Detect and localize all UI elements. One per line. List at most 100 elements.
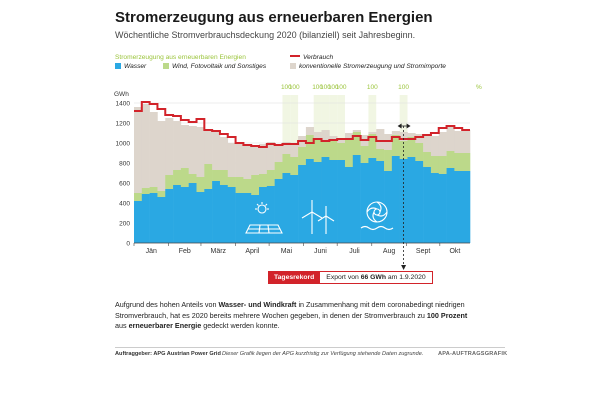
y-axis-unit-label: GWh (114, 91, 129, 98)
wind-bar (134, 193, 143, 201)
water-bar (259, 187, 268, 243)
water-bar (399, 159, 408, 243)
water-bar (141, 194, 150, 243)
water-bar (360, 163, 369, 243)
record-label: Tagesrekord (268, 271, 321, 284)
water-bar (384, 171, 393, 243)
water-bar (415, 161, 424, 243)
wind-bar (298, 147, 307, 165)
x-month-label: Feb (179, 248, 191, 255)
wind-bar (305, 135, 315, 159)
wind-bar (368, 134, 377, 158)
wind-bar (196, 177, 205, 192)
wind-bar (227, 177, 236, 187)
water-bar (462, 171, 471, 243)
water-bar (266, 186, 275, 243)
water-bar (298, 165, 307, 243)
y-tick-label: 1200 (116, 120, 131, 127)
conventional-bar (282, 142, 291, 154)
water-bar (180, 187, 189, 243)
wind-bar (462, 153, 471, 171)
water-swatch-icon (115, 62, 121, 69)
x-month-label: Jän (146, 248, 157, 255)
percent-axis-label: % (476, 84, 482, 91)
x-month-label: Mai (281, 248, 293, 255)
water-bar (368, 158, 377, 243)
water-bar (391, 156, 400, 243)
conventional-bar (329, 136, 338, 141)
water-bar (157, 197, 166, 243)
conventional-bar (149, 112, 158, 187)
conventional-bar (235, 144, 244, 177)
stacked-bars (134, 104, 471, 243)
wind-bar (391, 135, 400, 156)
record-annotation (397, 123, 411, 270)
conventional-swatch-icon (290, 62, 296, 69)
conventional-bar (305, 127, 315, 135)
conventional-bar (321, 130, 330, 141)
description-part-4: gedeckt werden konnte. (201, 321, 280, 330)
footer-divider (115, 347, 505, 348)
water-bar (407, 157, 416, 243)
water-bar (313, 162, 322, 243)
conventional-bar (462, 130, 471, 153)
wind-bar (235, 177, 244, 193)
record-value: 66 GWh (360, 274, 386, 281)
conventional-bar (266, 142, 275, 170)
water-bar (454, 171, 463, 243)
wind-bar (173, 170, 182, 185)
description-bold-3: erneuerbarer Energie (128, 321, 202, 330)
conventional-bar (446, 125, 455, 151)
record-text-after: am 1.9.2020 (386, 274, 426, 281)
conventional-bar (391, 131, 400, 135)
conventional-bar (337, 140, 346, 143)
water-bar (344, 167, 354, 243)
legend-conventional-label: konventionelle Stromerzeugung und Stromi… (299, 63, 446, 70)
description-part-1: Aufgrund des hohen Anteils von (115, 300, 219, 309)
description-text: Aufgrund des hohen Anteils von Wasser- u… (115, 300, 480, 332)
illustration-icons (245, 200, 394, 234)
y-tick-label: 0 (126, 240, 130, 247)
conventional-bar (454, 131, 463, 153)
wind-bar (266, 170, 275, 186)
wind-bar (282, 154, 291, 173)
water-bar (430, 173, 440, 243)
water-bar (329, 160, 338, 243)
hundred-percent-label: 100 (398, 84, 409, 91)
wind-bar (243, 179, 252, 193)
wind-bar (352, 132, 361, 155)
wind-bar (251, 175, 260, 195)
conventional-bar (290, 143, 299, 157)
hundred-percent-label: 100 (328, 84, 339, 91)
annotation-arrow-right-icon (406, 123, 411, 129)
wind-bar (204, 164, 213, 189)
wind-bar (337, 143, 346, 160)
water-bar (134, 201, 143, 243)
conventional-bar (352, 130, 361, 132)
conventional-bar (204, 131, 213, 164)
water-bar (227, 187, 236, 243)
wind-bar (407, 137, 416, 157)
x-month-label: Juli (349, 248, 360, 255)
annotation-arrow-down-icon (401, 265, 407, 270)
conventional-bar (212, 130, 221, 170)
water-bar (212, 181, 221, 243)
wind-bar (165, 175, 174, 189)
conventional-bar (430, 136, 440, 156)
consumption-line-path (134, 101, 470, 148)
footer-tag: APA-AUFTRAGSGRAFIK (438, 351, 508, 357)
wind-bar (360, 146, 369, 163)
water-bar (243, 193, 252, 243)
legend-consumption-label: Verbrauch (303, 54, 334, 61)
conventional-bar (251, 146, 260, 175)
water-bar (165, 189, 174, 243)
y-tick-label: 800 (119, 160, 130, 167)
record-text: Export von 66 GWh am 1.9.2020 (320, 271, 433, 284)
legend-water-label: Wasser (124, 63, 147, 70)
description-bold-2: 100 Prozent (426, 310, 468, 320)
water-bar (305, 159, 315, 243)
x-month-label: Okt (449, 248, 460, 255)
description-bold-1: Wasser- und Windkraft (218, 300, 297, 309)
conventional-bar (313, 132, 322, 139)
